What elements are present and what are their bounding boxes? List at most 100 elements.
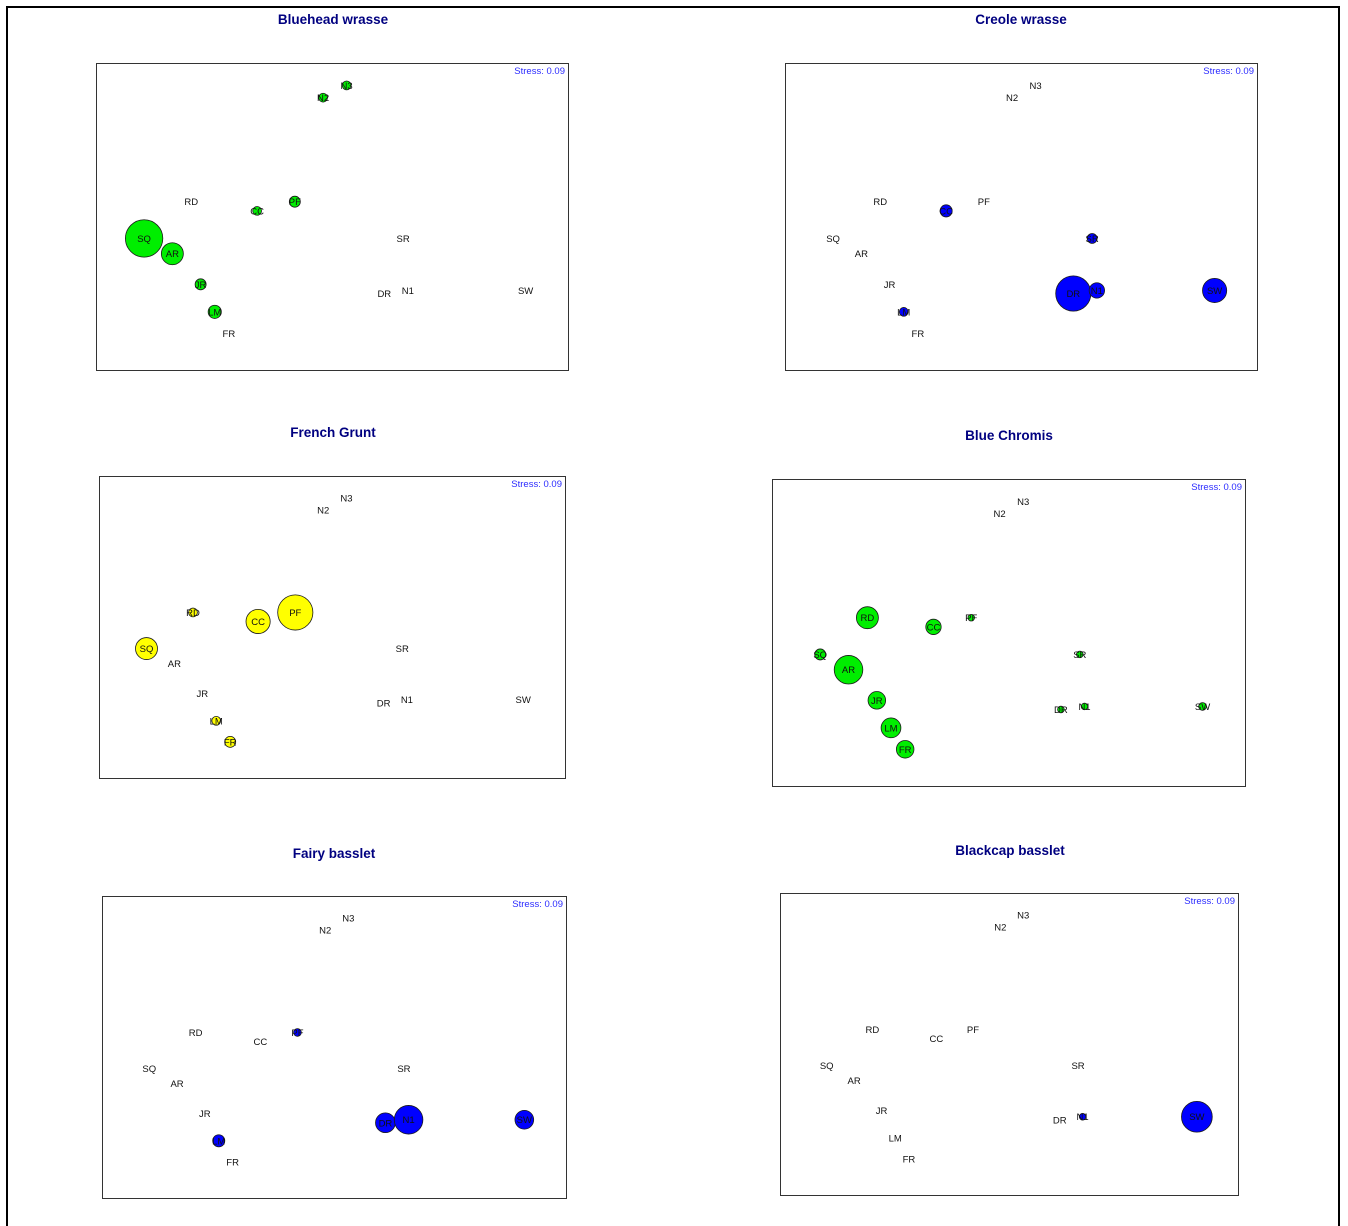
bubble-sr	[1086, 233, 1098, 244]
site-label-cc: CC	[930, 1034, 944, 1045]
site-label-sq: SQ	[137, 234, 151, 245]
site-label-rd: RD	[186, 608, 200, 619]
site-label-n3: N3	[342, 914, 354, 925]
site-label-n3: N3	[1030, 81, 1042, 92]
bubble-dr	[1057, 705, 1065, 714]
site-label-pf: PF	[978, 197, 990, 208]
site-label-fr: FR	[903, 1154, 916, 1165]
bubble-n3	[341, 80, 352, 91]
stress-label: Stress: 0.09	[514, 66, 565, 77]
bubble-n2	[318, 92, 328, 103]
site-label-fr: FR	[226, 1157, 239, 1168]
site-label-pf: PF	[291, 1028, 303, 1039]
site-label-n3: N3	[1017, 497, 1029, 508]
site-label-pf: PF	[965, 613, 977, 624]
site-label-n1: N1	[402, 286, 414, 297]
bubble-cc	[925, 618, 942, 635]
bubble-n1	[1088, 282, 1105, 299]
site-label-n1: N1	[1077, 1112, 1089, 1123]
stress-label: Stress: 0.09	[511, 479, 562, 490]
site-label-sq: SQ	[140, 644, 154, 655]
bubble-jr	[867, 691, 887, 710]
site-label-n2: N2	[994, 923, 1006, 934]
site-label-lm: LM	[208, 307, 221, 318]
mds-plot-creole-wrasse: N3 N2 RD CC PF SQ AR SR JR DR N1 SW LM FR Stress: 0.0…	[785, 63, 1258, 371]
site-label-sq: SQ	[813, 650, 827, 661]
bubble-pf	[277, 594, 314, 631]
site-label-n3: N3	[1017, 911, 1029, 922]
panel-title: Bluehead wrasse	[277, 12, 389, 27]
bubble-cc	[245, 608, 271, 634]
site-label-sq: SQ	[142, 1064, 156, 1075]
mds-plot-blackcap-basslet: N3 N2 RD CC PF SQ AR SR JR DR N1 SW LM FR Stress: 0.0…	[780, 893, 1239, 1196]
mds-plot-french-grunt: N3 N2 RD CC PF SQ AR SR JR DR N1 SW LM FR Stress: 0.0…	[99, 476, 566, 779]
bubble-sq	[814, 648, 827, 661]
site-label-sr: SR	[396, 644, 409, 655]
site-label-lm: LM	[210, 716, 223, 727]
stress-label: Stress: 0.09	[512, 899, 563, 910]
site-label-lm: LM	[212, 1136, 225, 1147]
site-label-cc: CC	[254, 1037, 268, 1048]
site-label-ar: AR	[855, 249, 868, 260]
site-label-sw: SW	[518, 286, 533, 297]
site-label-rd: RD	[184, 197, 198, 208]
bubble-fr	[895, 740, 915, 759]
site-label-n3: N3	[340, 494, 352, 505]
site-label-ar: AR	[842, 665, 855, 676]
site-label-sr: SR	[1086, 234, 1099, 245]
bubble-sr	[1076, 650, 1084, 659]
panel-title: Blue Chromis	[965, 428, 1053, 443]
bubble-cc	[939, 204, 953, 218]
site-label-n2: N2	[1006, 93, 1018, 104]
site-label-dr: DR	[377, 698, 391, 709]
site-label-n1: N1	[1078, 702, 1090, 713]
site-label-dr: DR	[1066, 289, 1080, 300]
site-label-lm: LM	[884, 723, 897, 734]
site-label-n1: N1	[401, 695, 413, 706]
figure-frame	[6, 6, 1340, 1226]
site-label-ar: AR	[166, 249, 179, 260]
site-label-pf: PF	[289, 608, 301, 619]
bubble-n1	[393, 1105, 424, 1135]
site-label-dr: DR	[377, 289, 391, 300]
bubble-lm	[880, 717, 902, 739]
bubble-lm	[211, 716, 222, 726]
site-label-dr: DR	[1053, 1115, 1067, 1126]
site-label-fr: FR	[224, 737, 237, 748]
site-label-lm: LM	[897, 307, 910, 318]
panel-title: French Grunt	[290, 425, 376, 440]
site-label-cc: CC	[251, 617, 265, 628]
site-label-n2: N2	[317, 506, 329, 517]
site-label-sr: SR	[1073, 650, 1086, 661]
panel-title: Fairy basslet	[292, 846, 376, 861]
bubble-lm	[212, 1134, 226, 1148]
site-label-jr: JR	[195, 280, 207, 291]
bubble-sw	[1202, 277, 1228, 303]
site-label-sr: SR	[397, 234, 410, 245]
site-label-ar: AR	[170, 1079, 183, 1090]
bubble-sw	[514, 1109, 535, 1130]
bubble-cc	[252, 206, 262, 216]
site-label-ar: AR	[168, 659, 181, 670]
site-label-sq: SQ	[826, 234, 840, 245]
site-label-pf: PF	[289, 197, 301, 208]
mds-plot-blue-chromis: N3 N2 RD CC PF SQ AR SR JR DR N1 SW LM FR Stress: 0.0…	[772, 479, 1246, 787]
site-label-n2: N2	[993, 509, 1005, 520]
site-label-n3: N3	[341, 81, 353, 92]
site-label-sw: SW	[515, 695, 530, 706]
bubble-n1	[1078, 1113, 1087, 1121]
site-label-sw: SW	[1189, 1112, 1204, 1123]
site-label-sr: SR	[397, 1064, 410, 1075]
site-label-rd: RD	[873, 197, 887, 208]
bubble-n1	[1080, 702, 1089, 711]
bubble-fr	[224, 735, 237, 748]
bubble-sw	[1198, 702, 1207, 711]
panel-title: Creole wrasse	[975, 12, 1067, 27]
bubble-ar	[833, 655, 864, 685]
site-label-jr: JR	[884, 280, 896, 291]
site-label-lm: LM	[889, 1133, 902, 1144]
site-label-fr: FR	[899, 745, 912, 756]
